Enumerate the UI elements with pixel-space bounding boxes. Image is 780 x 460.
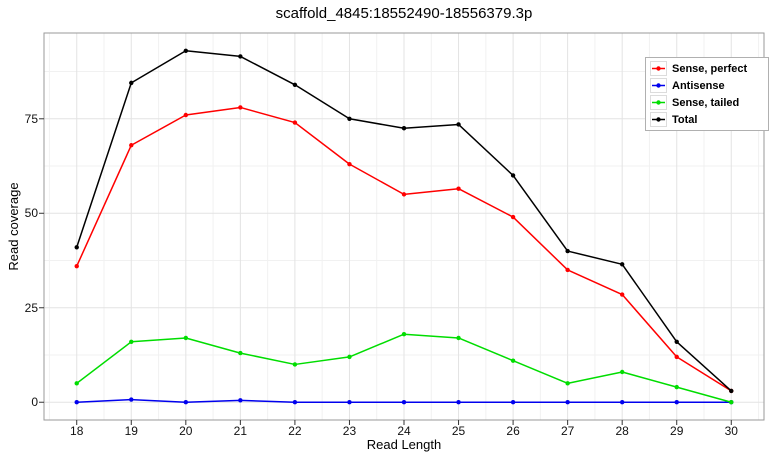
data-point-total-24 xyxy=(401,126,407,131)
y-tick-label-50: 50 xyxy=(24,206,38,221)
legend-key-point xyxy=(656,117,661,122)
y-tick-label-25: 25 xyxy=(24,300,38,315)
legend-label: Total xyxy=(672,113,698,126)
data-point-sense-perfect-25 xyxy=(456,186,461,191)
legend-item-antisense: Antisense xyxy=(650,78,764,93)
y-tick-label-75: 75 xyxy=(24,111,38,126)
x-tick-label-23: 23 xyxy=(342,424,357,438)
data-point-sense-perfect-29 xyxy=(674,354,679,360)
data-point-sense-tailed-18 xyxy=(74,381,79,386)
data-point-sense-tailed-30 xyxy=(729,400,734,405)
data-point-sense-tailed-29 xyxy=(674,384,679,390)
data-point-antisense-26 xyxy=(510,400,516,405)
data-point-sense-perfect-26 xyxy=(510,214,516,220)
data-point-antisense-25 xyxy=(456,400,461,405)
data-point-sense-perfect-20 xyxy=(183,112,189,118)
data-point-total-18 xyxy=(74,245,79,250)
data-point-sense-perfect-19 xyxy=(129,143,134,148)
chart-title: scaffold_4845:18552490-18556379.3p xyxy=(275,5,533,22)
series-total xyxy=(74,48,734,394)
data-point-antisense-18 xyxy=(74,400,79,405)
legend-item-sense-perfect: Sense, perfect xyxy=(650,61,764,76)
legend-key-icon xyxy=(650,95,667,110)
legend-key-point xyxy=(656,66,661,71)
x-tick-label-30: 30 xyxy=(724,424,738,438)
data-point-sense-tailed-19 xyxy=(129,339,134,344)
legend-label: Sense, perfect xyxy=(672,62,748,75)
x-tick-label-18: 18 xyxy=(70,424,84,438)
data-point-sense-tailed-23 xyxy=(347,354,352,360)
data-point-sense-perfect-23 xyxy=(347,161,352,167)
data-point-antisense-21 xyxy=(238,398,243,403)
data-point-total-22 xyxy=(292,82,298,87)
data-point-sense-tailed-22 xyxy=(292,362,298,367)
x-tick-label-22: 22 xyxy=(288,424,302,438)
data-point-sense-perfect-18 xyxy=(74,263,79,269)
legend-key-icon xyxy=(650,78,667,93)
legend-label: Sense, tailed xyxy=(672,96,740,109)
series-antisense xyxy=(74,397,734,405)
data-point-antisense-20 xyxy=(183,400,189,405)
legend: Sense, perfect Antisense Sense, tailed Tota… xyxy=(645,57,769,131)
data-point-sense-tailed-21 xyxy=(238,350,243,356)
legend-item-sense-tailed: Sense, tailed xyxy=(650,95,764,110)
data-point-sense-tailed-27 xyxy=(565,381,570,386)
data-point-sense-perfect-22 xyxy=(292,120,298,125)
x-tick-label-24: 24 xyxy=(397,424,411,438)
data-point-total-21 xyxy=(238,54,243,59)
data-point-sense-perfect-27 xyxy=(565,267,570,273)
legend-key-point xyxy=(656,83,661,88)
data-point-sense-perfect-28 xyxy=(619,292,625,297)
x-tick-label-28: 28 xyxy=(615,424,629,438)
data-point-total-27 xyxy=(565,248,570,254)
x-tick-label-25: 25 xyxy=(451,424,466,438)
legend-key-point xyxy=(656,100,661,105)
data-point-antisense-24 xyxy=(401,400,407,405)
data-point-total-20 xyxy=(183,48,189,53)
data-point-antisense-22 xyxy=(292,400,298,405)
legend-item-total: Total xyxy=(650,112,764,127)
x-tick-label-19: 19 xyxy=(124,424,138,438)
data-point-total-23 xyxy=(347,116,352,121)
data-point-antisense-28 xyxy=(619,400,625,405)
data-point-total-26 xyxy=(510,173,516,178)
data-point-total-28 xyxy=(619,262,625,267)
series-sense-tailed xyxy=(74,332,734,405)
data-point-total-29 xyxy=(674,339,679,344)
data-point-sense-tailed-20 xyxy=(183,335,189,341)
x-axis-title: Read Length xyxy=(366,437,442,452)
data-point-sense-tailed-24 xyxy=(401,332,407,337)
data-point-antisense-29 xyxy=(674,400,679,405)
legend-label: Antisense xyxy=(672,79,725,92)
data-point-antisense-27 xyxy=(565,400,570,405)
data-point-antisense-23 xyxy=(347,400,352,405)
y-axis-title: Read coverage xyxy=(6,182,21,271)
data-point-sense-perfect-21 xyxy=(238,105,243,110)
x-tick-label-20: 20 xyxy=(179,424,193,438)
data-point-sense-tailed-28 xyxy=(619,369,625,375)
x-tick-label-27: 27 xyxy=(560,424,575,438)
data-point-total-19 xyxy=(129,80,134,86)
data-point-total-30 xyxy=(729,388,734,394)
data-point-antisense-19 xyxy=(129,397,134,402)
y-tick-label-0: 0 xyxy=(31,395,38,410)
x-tick-label-29: 29 xyxy=(670,424,684,438)
data-point-total-25 xyxy=(456,122,461,127)
data-point-sense-perfect-24 xyxy=(401,192,407,197)
x-tick-label-26: 26 xyxy=(506,424,520,438)
data-point-sense-tailed-25 xyxy=(456,335,461,341)
legend-key-icon xyxy=(650,61,667,76)
legend-key-icon xyxy=(650,112,667,127)
x-tick-label-21: 21 xyxy=(233,424,248,438)
data-point-sense-tailed-26 xyxy=(510,358,516,363)
